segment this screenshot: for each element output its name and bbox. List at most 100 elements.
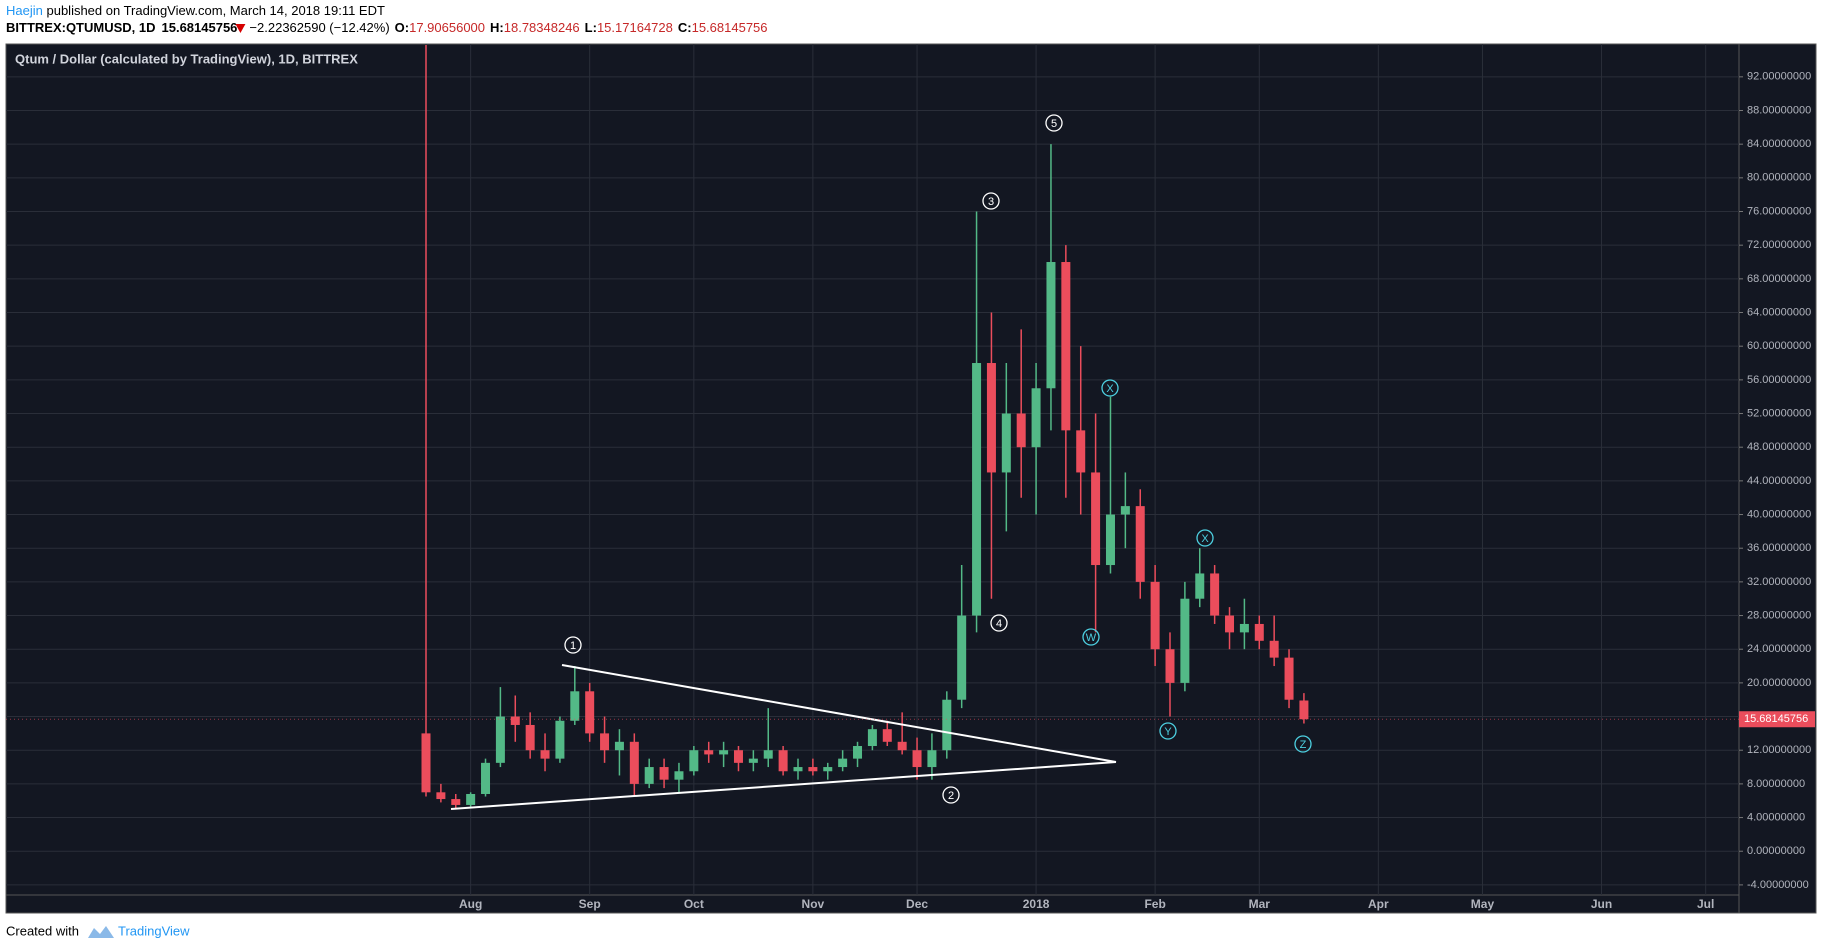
candle-body	[733, 750, 743, 763]
candle-body	[510, 716, 520, 725]
candle-body	[525, 724, 535, 751]
candle-body	[1061, 262, 1071, 431]
candle-body	[748, 758, 758, 763]
y-tick-label: 84.00000000	[1747, 138, 1811, 150]
x-tick-label: Sep	[579, 897, 601, 911]
ohlc-value: 17.90656000	[409, 20, 485, 35]
y-tick-label: 88.00000000	[1747, 104, 1811, 116]
x-tick-label: Jul	[1697, 897, 1714, 911]
ohlc-value: 15.17164728	[597, 20, 673, 35]
y-tick-label: 72.00000000	[1747, 239, 1811, 251]
y-tick-label: 44.00000000	[1747, 475, 1811, 487]
y-tick-label: 64.00000000	[1747, 306, 1811, 318]
y-tick-label: 48.00000000	[1747, 441, 1811, 453]
candle-body	[897, 741, 907, 751]
created-with: Created with	[6, 923, 79, 938]
last-price-box	[1739, 711, 1815, 728]
candle-body	[466, 793, 476, 805]
candle-body	[1269, 640, 1279, 658]
author[interactable]: Haejin	[6, 3, 43, 18]
candle-body	[1195, 573, 1205, 599]
candle-body	[481, 762, 491, 794]
y-tick-label: 40.00000000	[1747, 508, 1811, 520]
y-tick-label: 56.00000000	[1747, 374, 1811, 386]
candle-body	[1284, 657, 1294, 700]
candle-body	[674, 771, 684, 780]
candle-body	[957, 615, 967, 700]
candle-body	[1016, 413, 1026, 448]
x-tick-label: Feb	[1144, 897, 1165, 911]
candle-body	[659, 767, 669, 780]
price: 15.68145756	[162, 20, 238, 35]
candle-body	[793, 767, 803, 772]
y-tick-label: 36.00000000	[1747, 542, 1811, 554]
wave-circle	[1294, 735, 1312, 753]
candle-body	[1225, 615, 1235, 633]
candle-body	[1299, 700, 1309, 720]
candle-body	[1105, 514, 1115, 566]
chart-title: Qtum / Dollar (calculated by TradingView…	[15, 51, 358, 66]
brand-link[interactable]: TradingView	[118, 923, 190, 938]
candle-body	[882, 729, 892, 742]
wave-label: X	[1201, 533, 1209, 545]
wave-label: 1	[570, 640, 576, 652]
candle-body	[986, 363, 996, 473]
header-line: Haejin published on TradingView.com, Mar…	[6, 3, 385, 18]
candle-body	[838, 758, 848, 768]
x-tick-label: May	[1471, 897, 1495, 911]
y-tick-label: 76.00000000	[1747, 205, 1811, 217]
wave-label: 5	[1051, 118, 1057, 130]
x-tick-label: Apr	[1368, 897, 1389, 911]
ohlc-key: L:	[585, 20, 597, 35]
x-tick-label: Jun	[1591, 897, 1612, 911]
candle-body	[927, 750, 937, 768]
x-tick-label: Mar	[1249, 897, 1271, 911]
tradingview-logo	[88, 926, 114, 938]
ohlc-value: 15.68145756	[692, 20, 768, 35]
candle-body	[1239, 623, 1249, 633]
candle-body	[853, 746, 863, 759]
x-tick-label: Dec	[906, 897, 928, 911]
trendline	[561, 664, 1117, 763]
symbol: BITTREX:QTUMUSD, 1D	[6, 20, 156, 35]
trendline	[450, 761, 1117, 810]
candle-body	[1076, 430, 1086, 473]
y-tick-label: 60.00000000	[1747, 340, 1811, 352]
wave-circle	[1196, 529, 1214, 547]
candle-body	[942, 699, 952, 751]
candle-body	[763, 750, 773, 759]
wave-circle	[990, 614, 1008, 632]
wave-label: Y	[1164, 726, 1172, 738]
ohlc-value: 18.78348246	[504, 20, 580, 35]
candle-body	[823, 767, 833, 772]
x-tick-label: Nov	[802, 897, 825, 911]
header: Haejin published on TradingView.com, Mar…	[6, 3, 768, 35]
candle-body	[1001, 413, 1011, 473]
ohlc-key: H:	[490, 20, 504, 35]
wave-circle	[1045, 114, 1063, 132]
candle-body	[1135, 506, 1145, 582]
candle-body	[704, 750, 714, 755]
y-tick-label: 32.00000000	[1747, 576, 1811, 588]
y-tick-label: -4.00000000	[1747, 879, 1809, 891]
candle-body	[912, 750, 922, 768]
y-tick-label: 52.00000000	[1747, 407, 1811, 419]
candle-body	[555, 720, 565, 759]
y-tick-label: 0.00000000	[1747, 845, 1805, 857]
candle-body	[719, 750, 729, 755]
y-tick-label: 24.00000000	[1747, 643, 1811, 655]
chart-background	[5, 43, 1817, 914]
y-tick-label: 80.00000000	[1747, 172, 1811, 184]
wave-label: 3	[988, 196, 994, 208]
wave-label: X	[1106, 383, 1114, 395]
x-tick-label: Aug	[459, 897, 482, 911]
y-tick-label: 92.00000000	[1747, 71, 1811, 83]
last-price-label: 15.68145756	[1744, 713, 1808, 725]
candle-body	[600, 733, 610, 751]
candle-body	[451, 799, 461, 805]
candle-body	[1210, 573, 1220, 616]
down-arrow	[235, 24, 246, 33]
candle-body	[495, 716, 505, 763]
